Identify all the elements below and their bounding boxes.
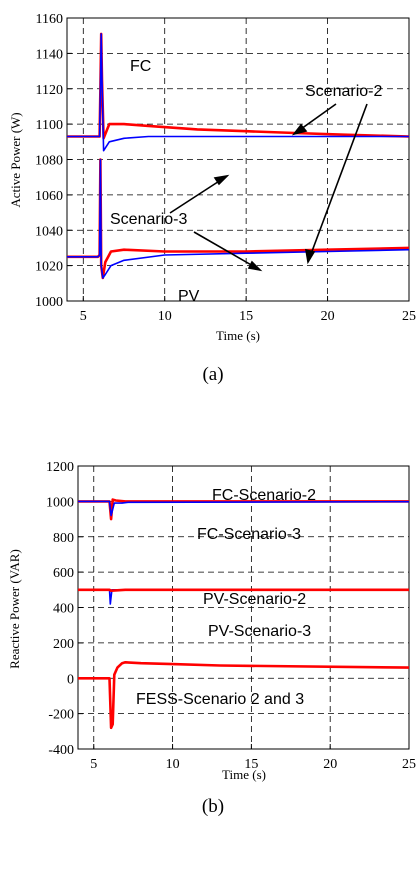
axis-ticks: 5 10 15 20 25 -400 -200 0 200 400 600 800 1000 1200 xyxy=(46,460,416,772)
y-tick-label: 1000 xyxy=(35,295,63,310)
x-tick-label: 20 xyxy=(321,309,335,324)
x-axis-label: Time (s) xyxy=(216,328,260,343)
y-tick-label: 200 xyxy=(53,637,74,652)
y-axis-label: Active Power (W) xyxy=(8,112,23,207)
data-series xyxy=(67,32,410,280)
annotation-fc-scenario-3: FC-Scenario-3 xyxy=(197,526,301,543)
y-tick-label: 1100 xyxy=(36,118,63,133)
axis-ticks: 5 10 15 20 25 1000 1020 1040 1060 1080 1100 1120 114… xyxy=(35,12,416,324)
panel-label-b: (b) xyxy=(202,796,224,817)
series-line-3 xyxy=(67,158,410,279)
x-tick-label: 5 xyxy=(80,309,87,324)
y-tick-label: 1080 xyxy=(35,154,63,169)
annotation-pv-scenario-2: PV-Scenario-2 xyxy=(203,591,306,608)
y-tick-label: 1020 xyxy=(35,260,63,275)
x-tick-label: 10 xyxy=(166,757,180,772)
x-tick-label: 10 xyxy=(158,309,172,324)
x-tick-label: 15 xyxy=(239,309,253,324)
y-tick-label: 1140 xyxy=(36,47,63,62)
y-axis-label: Reactive Power (VAR) xyxy=(7,549,22,669)
y-tick-label: 1160 xyxy=(36,12,63,27)
y-tick-label: 1040 xyxy=(35,224,63,239)
annotation-scenario-3: Scenario-3 xyxy=(110,211,187,228)
y-tick-label: -200 xyxy=(48,708,74,723)
annotations: FC-Scenario-2 FC-Scenario-3 PV-Scenario-… xyxy=(136,487,316,708)
annotation-fc: FC xyxy=(130,58,151,75)
y-tick-label: 800 xyxy=(53,531,74,546)
series-line-1 xyxy=(67,33,409,152)
y-tick-label: 1060 xyxy=(35,189,63,204)
series-line-3 xyxy=(78,588,409,593)
x-axis-label: Time (s) xyxy=(222,767,266,782)
grid-lines xyxy=(78,466,409,749)
x-tick-label: 25 xyxy=(402,309,416,324)
series-line-1 xyxy=(78,500,410,517)
y-tick-label: 600 xyxy=(53,566,74,581)
annotation-scenario-2: Scenario-2 xyxy=(305,83,382,100)
y-tick-label: 400 xyxy=(53,602,74,617)
annotation-arrows xyxy=(169,103,368,272)
series-line-4 xyxy=(78,660,410,730)
panel-label-a: (a) xyxy=(202,364,223,385)
x-tick-label: 5 xyxy=(90,757,97,772)
annotation-pv: PV xyxy=(178,288,200,305)
y-tick-label: -400 xyxy=(48,743,74,758)
y-tick-label: 0 xyxy=(67,672,74,687)
annotation-fc-scenario-2: FC-Scenario-2 xyxy=(212,487,316,504)
data-series xyxy=(78,498,410,730)
annotations: FC Scenario-2 Scenario-3 PV xyxy=(110,58,382,305)
annotation-pv-scenario-3: PV-Scenario-3 xyxy=(208,623,311,640)
chart-reactive-power: 5 10 15 20 25 -400 -200 0 200 400 600 800 1000 1200 T… xyxy=(7,460,416,817)
x-tick-label: 20 xyxy=(323,757,337,772)
y-tick-label: 1120 xyxy=(36,83,63,98)
x-tick-label: 25 xyxy=(402,757,416,772)
y-tick-label: 1000 xyxy=(46,495,74,510)
y-tick-label: 1200 xyxy=(46,460,74,475)
chart-active-power: 5 10 15 20 25 1000 1020 1040 1060 1080 1100 1120 114… xyxy=(8,12,416,385)
x-tick-label: 15 xyxy=(244,757,258,772)
annotation-fess-scenario: FESS-Scenario 2 and 3 xyxy=(136,691,304,708)
